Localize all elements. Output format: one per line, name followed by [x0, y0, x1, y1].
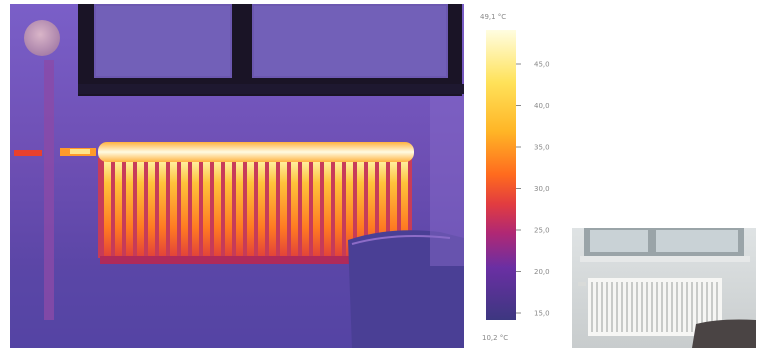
radiator-fin	[302, 158, 309, 258]
radiator-fin	[324, 158, 331, 258]
window-frame	[78, 4, 464, 96]
photo-pipe	[578, 282, 586, 286]
photo-radiator-fin	[666, 282, 668, 332]
temperature-scale: 49,1 °C 10,2 °C 45,0 40,0 35,0 30,0 25,0 20,0…	[468, 4, 572, 348]
scale-tick-label: 40,0	[534, 102, 550, 110]
photo-radiator-fin	[701, 282, 703, 332]
photo-radiator-fin	[601, 282, 603, 332]
photo-radiator-fin	[606, 282, 608, 332]
radiator-fin	[379, 158, 386, 258]
photo-radiator-fin	[686, 282, 688, 332]
radiator-fin	[214, 158, 221, 258]
photo-radiator-fin	[611, 282, 613, 332]
radiator-fin	[313, 158, 320, 258]
photo-radiator-fin	[651, 282, 653, 332]
photo-radiator-fin	[696, 282, 698, 332]
radiator-fin	[170, 158, 177, 258]
radiator-fin	[203, 158, 210, 258]
photo-radiator-fin	[631, 282, 633, 332]
photo-radiator-fin	[706, 282, 708, 332]
photo-radiator	[588, 278, 722, 336]
supply-pipe	[14, 148, 96, 156]
photo-radiator-fin	[636, 282, 638, 332]
radiator-fin	[148, 158, 155, 258]
scale-bar	[486, 30, 516, 320]
scale-tick-label: 30,0	[534, 185, 550, 193]
photo-radiator-fin	[621, 282, 623, 332]
photo-radiator-fin	[641, 282, 643, 332]
scale-min-label: 10,2 °C	[482, 334, 508, 342]
scale-tick-label: 15,0	[534, 310, 550, 318]
radiator-fin	[335, 158, 342, 258]
radiator-fin	[192, 158, 199, 258]
radiator-fin	[357, 158, 364, 258]
radiator-fin	[225, 158, 232, 258]
wall-lamp	[24, 20, 60, 56]
photo-radiator-fin	[676, 282, 678, 332]
scale-tick-label: 35,0	[534, 144, 550, 152]
radiator-fin	[104, 158, 111, 258]
photo-radiator-fin	[681, 282, 683, 332]
radiator-fin	[115, 158, 122, 258]
radiator-fin	[126, 158, 133, 258]
scale-tick-label: 25,0	[534, 227, 550, 235]
radiator-fin	[258, 158, 265, 258]
radiator-fin	[280, 158, 287, 258]
photo-radiator-fin	[691, 282, 693, 332]
photo-chair	[692, 319, 756, 348]
radiator-fin	[346, 158, 353, 258]
photo-radiator-fin	[661, 282, 663, 332]
radiator-fin	[159, 158, 166, 258]
radiator-fin	[137, 158, 144, 258]
radiator-heat-signature	[98, 142, 414, 264]
radiator-fin	[401, 158, 408, 258]
photo-radiator-fin	[616, 282, 618, 332]
visible-photo	[572, 228, 756, 348]
photo-radiator-fin	[646, 282, 648, 332]
scale-tick-label: 45,0	[534, 61, 550, 69]
thermal-image	[10, 4, 464, 348]
vertical-pipe	[44, 60, 54, 320]
radiator-fin	[390, 158, 397, 258]
radiator-fin	[236, 158, 243, 258]
radiator-fin	[247, 158, 254, 258]
photo-radiator-fin	[656, 282, 658, 332]
photo-radiator-fin	[716, 282, 718, 332]
photo-window	[580, 228, 750, 262]
photo-radiator-fin	[671, 282, 673, 332]
photo-radiator-fin	[591, 282, 593, 332]
photo-radiator-fin	[711, 282, 713, 332]
radiator-fin	[181, 158, 188, 258]
scale-tick-label: 20,0	[534, 268, 550, 276]
radiator-fin	[269, 158, 276, 258]
photo-radiator-fin	[596, 282, 598, 332]
photo-radiator-fin	[626, 282, 628, 332]
radiator-fin	[368, 158, 375, 258]
scale-max-label: 49,1 °C	[480, 13, 506, 21]
radiator-fin	[291, 158, 298, 258]
